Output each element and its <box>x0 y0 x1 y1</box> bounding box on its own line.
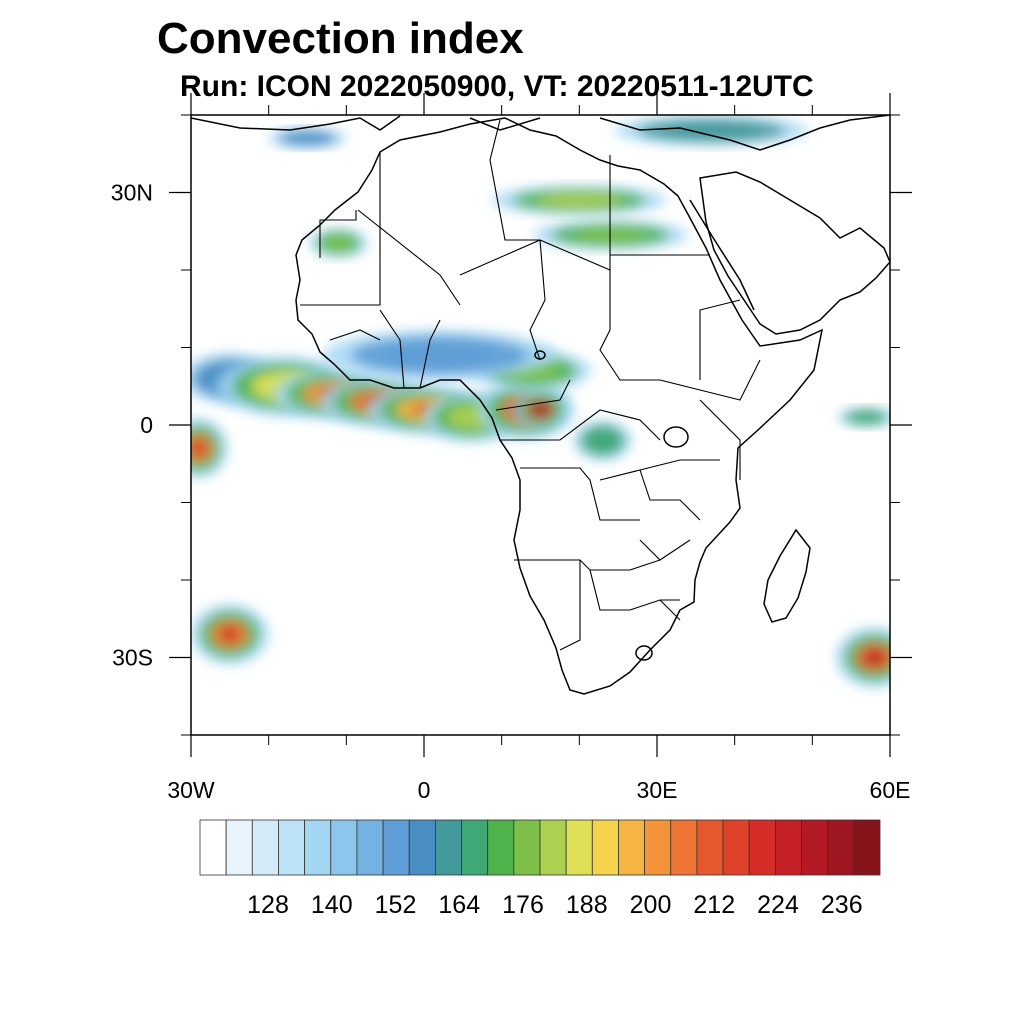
europe-outline <box>191 115 890 151</box>
colorbar-swatch <box>330 819 358 876</box>
chart-title: Convection index <box>157 14 524 63</box>
colorbar-swatch <box>487 819 515 876</box>
colorbar-swatch <box>670 819 698 876</box>
convection-cell <box>491 185 667 216</box>
colorbar-label: 236 <box>821 891 863 919</box>
colorbar-label: 188 <box>566 891 608 919</box>
colorbar-label: 224 <box>757 891 799 919</box>
convection-cell <box>309 227 368 258</box>
colorbar-label: 176 <box>502 891 544 919</box>
colorbar-label: 164 <box>438 891 480 919</box>
colorbar-swatch <box>801 819 829 876</box>
madagascar-outline <box>763 528 811 623</box>
convection-cell <box>323 330 557 381</box>
colorbar-swatch <box>382 819 410 876</box>
convection-cell <box>191 604 269 665</box>
colorbar-label: 140 <box>311 891 353 919</box>
convection-cell <box>573 420 632 461</box>
colorbar-swatch <box>644 819 672 876</box>
colorbar: 128 140 152 164 176 188 200 212 224 236 <box>199 819 881 919</box>
convection-cell <box>511 389 570 430</box>
colorbar-swatch <box>225 819 253 876</box>
convection-field <box>191 115 890 688</box>
convection-cell <box>268 128 347 149</box>
colorbar-swatch <box>304 819 332 876</box>
lat-tick-label: 30N <box>111 180 153 206</box>
colorbar-swatch <box>408 819 436 876</box>
lake-victoria <box>663 426 689 448</box>
lat-tick-label: 0 <box>140 412 153 438</box>
lon-tick-label: 30E <box>637 777 678 803</box>
colorbar-swatch <box>251 819 279 876</box>
colorbar-swatch <box>591 819 619 876</box>
colorbar-label: 212 <box>693 891 735 919</box>
colorbar-swatch <box>853 819 881 876</box>
arabia-outline <box>699 171 890 335</box>
colorbar-label: 200 <box>630 891 672 919</box>
colorbar-swatch <box>539 819 567 876</box>
colorbar-swatch <box>199 819 227 876</box>
map-axes: 30N 0 30S 30W 0 30E 60E <box>111 93 912 803</box>
africa-outline <box>295 117 824 695</box>
colorbar-swatch <box>722 819 750 876</box>
coastlines <box>191 115 890 695</box>
colorbar-swatch <box>278 819 306 876</box>
lesotho-outline <box>635 645 653 661</box>
colorbar-swatch <box>565 819 593 876</box>
convection-cell <box>614 115 809 146</box>
chart-subtitle: Run: ICON 2022050900, VT: 20220511-12UTC <box>180 70 814 103</box>
colorbar-label: 152 <box>375 891 417 919</box>
lon-tick-label: 60E <box>870 777 911 803</box>
country-borders <box>300 119 761 651</box>
convection-cell <box>191 418 228 479</box>
colorbar-swatch <box>513 819 541 876</box>
lon-tick-label: 30W <box>167 777 215 803</box>
convection-cell <box>837 407 890 428</box>
colorbar-swatch <box>618 819 646 876</box>
colorbar-swatch <box>434 819 462 876</box>
colorbar-swatch <box>748 819 776 876</box>
colorbar-label: 128 <box>247 891 289 919</box>
colorbar-swatch <box>356 819 384 876</box>
colorbar-swatch <box>827 819 855 876</box>
colorbar-swatch <box>696 819 724 876</box>
colorbar-swatch <box>461 819 489 876</box>
colorbar-swatch <box>774 819 802 876</box>
convection-cell <box>835 627 890 688</box>
red-sea-line <box>689 199 755 311</box>
lon-tick-label: 0 <box>418 777 431 803</box>
lat-tick-label: 30S <box>112 645 153 671</box>
